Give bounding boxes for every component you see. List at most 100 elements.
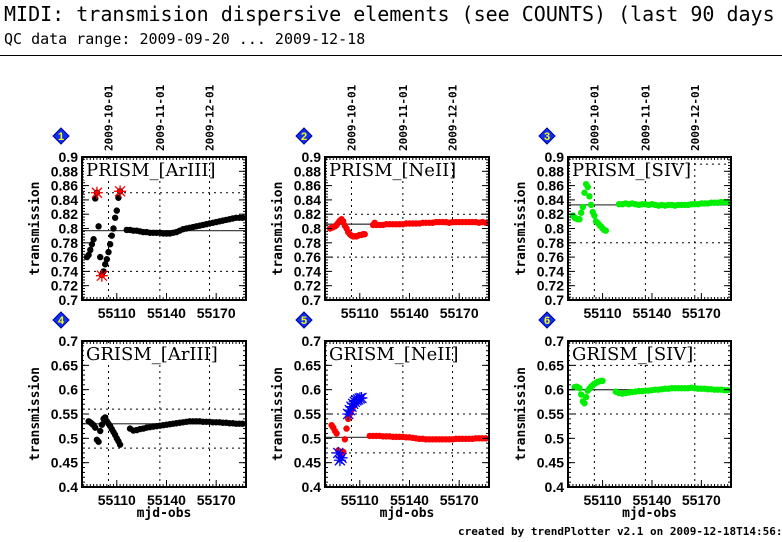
y-tick-label: 0.45 (51, 455, 78, 471)
data-point (582, 393, 590, 401)
data-point (103, 256, 111, 263)
outlier-marker (335, 451, 348, 464)
data-point (361, 231, 368, 238)
y-tick-label: 0.76 (537, 249, 564, 265)
x-tick-label: 55170 (197, 305, 236, 321)
x-tick-label: 55140 (633, 492, 672, 508)
y-tick-label: 0.72 (294, 278, 321, 294)
x-tick-label: 55170 (440, 305, 479, 321)
data-point (97, 427, 104, 435)
panel-title: GRISM_[SIV] (572, 344, 693, 365)
x-tick-label: 55140 (147, 492, 186, 508)
date-label: 2009-12-01 (447, 84, 460, 151)
y-tick-label: 0.9 (545, 149, 565, 165)
data-point (92, 424, 99, 431)
panel-number: 2 (301, 131, 307, 143)
data-point (116, 441, 124, 448)
y-tick-label: 0.7 (302, 333, 322, 349)
date-label: 2009-10-01 (588, 84, 601, 151)
x-tick-label: 55110 (583, 492, 621, 508)
y-tick-label: 0.84 (294, 192, 321, 208)
y-tick-label: 0.5 (59, 430, 79, 446)
data-point (95, 438, 102, 445)
y-tick-label: 0.88 (51, 163, 78, 179)
date-label: 2009-12-01 (204, 84, 217, 151)
data-point (113, 207, 120, 214)
panel-1: 1 0.70.720.740.760.780.80.820.840.860.880… (28, 84, 247, 321)
x-axis-label: mjd-obs (380, 506, 435, 521)
panel-title: GRISM_[ArIII] (86, 344, 218, 365)
outlier-marker (90, 186, 103, 199)
y-tick-label: 0.4 (302, 479, 322, 495)
outlier-marker (343, 404, 356, 417)
y-tick-label: 0.6 (545, 382, 565, 398)
y-tick-label: 0.76 (51, 249, 78, 265)
y-axis-label: transmission (514, 367, 529, 461)
panel-title-bg (570, 160, 673, 180)
y-tick-label: 0.9 (59, 149, 79, 165)
data-point (110, 225, 117, 232)
y-tick-label: 0.82 (51, 206, 78, 222)
data-point (584, 183, 591, 191)
panel-title-bg (84, 160, 205, 180)
y-tick-label: 0.74 (537, 263, 564, 279)
x-tick-label: 55170 (440, 492, 479, 508)
footer-credit: created by trendPlotter v2.1 on 2009-12-… (458, 525, 782, 538)
x-tick-label: 55140 (390, 305, 429, 321)
y-tick-label: 0.82 (294, 206, 321, 222)
y-tick-label: 0.9 (302, 149, 322, 165)
data-point (577, 209, 585, 216)
x-tick-label: 55110 (341, 492, 379, 508)
outlier-marker (342, 408, 355, 420)
panel-number-icon (538, 311, 556, 329)
y-tick-label: 0.55 (294, 406, 321, 422)
y-tick-label: 0.7 (302, 292, 322, 308)
y-tick-label: 0.82 (537, 206, 564, 222)
y-tick-label: 0.7 (59, 292, 79, 308)
y-tick-label: 0.7 (545, 292, 565, 308)
outlier-marker (332, 446, 345, 459)
y-axis-label: transmission (28, 182, 43, 276)
panel-title: PRISM_[SIV] (572, 160, 691, 181)
page-title: MIDI: transmision dispersive elements (s… (4, 2, 775, 26)
y-tick-label: 0.86 (51, 178, 78, 194)
page-subtitle: QC data range: 2009-09-20 ... 2009-12-18 (4, 30, 366, 48)
x-tick-label: 55110 (341, 305, 379, 321)
y-tick-label: 0.84 (51, 192, 78, 208)
y-tick-label: 0.86 (294, 178, 321, 194)
data-point (105, 248, 112, 256)
date-label: 2009-11-01 (397, 84, 410, 151)
data-point (333, 430, 340, 437)
data-point (87, 246, 94, 254)
y-tick-label: 0.78 (537, 235, 564, 251)
y-tick-label: 0.88 (537, 163, 564, 179)
y-tick-label: 0.7 (59, 333, 79, 349)
date-label: 2009-11-01 (639, 84, 652, 151)
y-tick-label: 0.84 (537, 192, 564, 208)
data-point (106, 241, 114, 248)
x-tick-label: 55140 (390, 492, 429, 508)
y-axis-label: transmission (271, 367, 286, 461)
data-point (97, 253, 104, 261)
date-label: 2009-10-01 (346, 84, 359, 151)
y-tick-label: 0.86 (537, 178, 564, 194)
y-tick-label: 0.7 (545, 333, 565, 349)
y-tick-label: 0.8 (59, 221, 79, 237)
x-tick-label: 55170 (682, 305, 721, 321)
x-tick-label: 55110 (98, 305, 136, 321)
date-label: 2009-11-01 (154, 84, 167, 151)
data-point (602, 227, 610, 234)
data-point (576, 216, 583, 223)
data-point (587, 201, 595, 209)
outlier-marker (114, 185, 127, 198)
data-point (599, 377, 606, 385)
data-point (724, 198, 731, 206)
data-point (85, 251, 92, 259)
data-point (591, 212, 598, 219)
panel-title-bg (327, 344, 439, 364)
data-point (101, 261, 109, 268)
panel-number-icon (52, 311, 70, 329)
x-tick-label: 55140 (147, 305, 186, 321)
data-point (586, 193, 593, 200)
